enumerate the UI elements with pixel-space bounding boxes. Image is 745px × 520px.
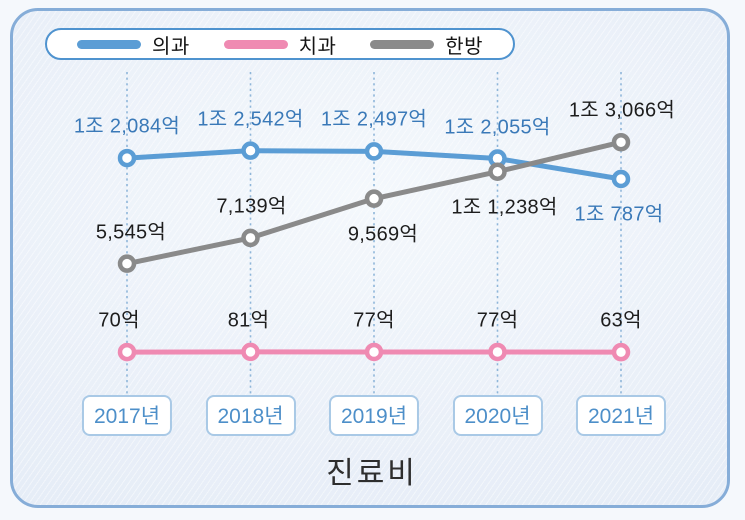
data-label-의과: 1조 2,084억 (73, 115, 181, 138)
data-label-의과: 1조 2,055억 (444, 116, 551, 139)
data-point-marker-의과 (117, 148, 137, 168)
data-point-marker-의과 (241, 141, 260, 160)
legend-item-2: 한방 (370, 30, 483, 59)
legend-swatch-icon (223, 39, 288, 49)
data-label-치과: 81억 (227, 309, 270, 332)
data-point-marker-한방 (611, 132, 631, 152)
data-label-의과: 1조 787억 (574, 203, 664, 226)
year-box: 2019년 (328, 395, 420, 436)
data-label-의과: 1조 2,542억 (197, 108, 304, 131)
year-box: 2018년 (205, 395, 296, 436)
legend-swatch-icon (77, 39, 141, 49)
legend-item-0: 의과 (77, 30, 190, 59)
legend-label: 한방 (445, 35, 483, 58)
data-label-한방: 9,569억 (347, 223, 419, 246)
data-label-한방: 7,139억 (216, 195, 287, 218)
data-point-marker-치과 (488, 342, 507, 362)
data-label-치과: 70억 (98, 309, 140, 332)
data-label-한방: 1조 3,066억 (568, 99, 676, 122)
legend-label: 치과 (298, 35, 337, 58)
data-point-marker-한방 (488, 162, 507, 181)
year-box: 2021년 (575, 395, 667, 436)
data-label-치과: 63억 (600, 309, 642, 332)
year-box: 2020년 (452, 395, 543, 436)
legend: 의과 치과 한방 (45, 28, 515, 60)
data-label-한방: 5,545억 (95, 221, 167, 244)
data-point-marker-의과 (364, 142, 384, 161)
data-label-의과: 1조 2,497억 (320, 108, 428, 131)
data-point-marker-치과 (364, 342, 384, 362)
year-box: 2017년 (81, 395, 173, 436)
data-point-marker-치과 (611, 342, 631, 362)
data-label-한방: 1조 1,238억 (451, 196, 558, 219)
data-point-marker-한방 (364, 189, 384, 208)
legend-label: 의과 (152, 35, 190, 58)
legend-item-1: 치과 (223, 30, 337, 59)
data-point-marker-치과 (117, 342, 137, 362)
data-label-치과: 77억 (476, 309, 519, 332)
chart-title: 진료비 (326, 457, 418, 490)
data-point-marker-한방 (117, 254, 137, 273)
data-point-marker-한방 (241, 228, 260, 248)
data-point-marker-의과 (611, 169, 631, 189)
data-point-marker-치과 (241, 342, 260, 362)
data-label-치과: 77억 (353, 309, 395, 332)
legend-swatch-icon (370, 39, 435, 49)
